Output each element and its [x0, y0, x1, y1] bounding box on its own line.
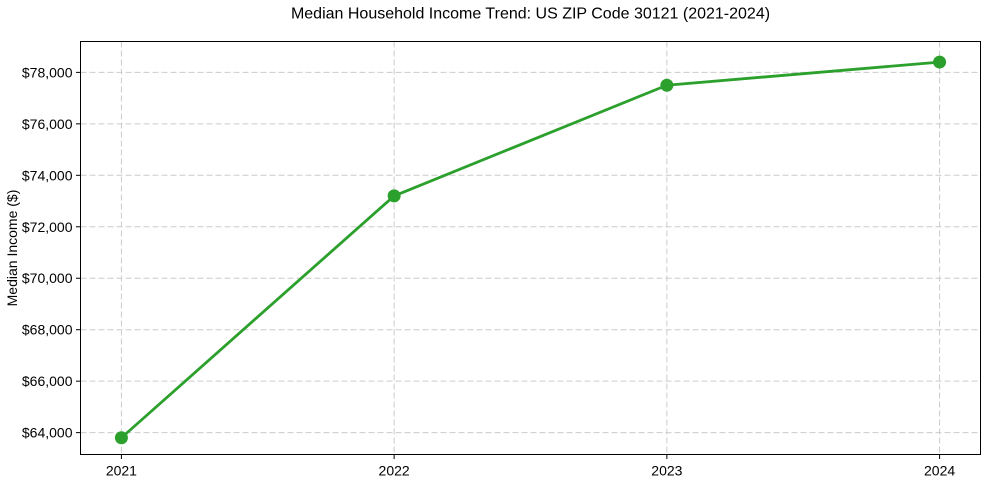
x-tick-label: 2023 — [651, 463, 682, 479]
x-tick-label: 2021 — [106, 463, 137, 479]
data-point — [660, 78, 674, 92]
data-point — [933, 55, 947, 69]
y-tick-label: $70,000 — [22, 270, 73, 286]
plot-border — [80, 41, 981, 455]
y-tick-label: $78,000 — [22, 64, 73, 80]
y-axis-title: Median Income ($) — [4, 190, 20, 307]
x-tick-label: 2022 — [379, 463, 410, 479]
income-trend-series — [114, 55, 947, 445]
y-tick-label: $68,000 — [22, 322, 73, 338]
y-tick-label: $76,000 — [22, 116, 73, 132]
y-tick-label: $66,000 — [22, 373, 73, 389]
data-point — [114, 431, 128, 445]
chart-title: Median Household Income Trend: US ZIP Co… — [291, 6, 770, 23]
grid-layer — [80, 41, 981, 455]
y-tick-label: $74,000 — [22, 167, 73, 183]
trend-line — [120, 60, 941, 440]
axis-layer: $64,000 $66,000 $68,000 $70,000 $72,000 $74,0… — [22, 41, 981, 479]
y-tick-label: $72,000 — [22, 219, 73, 235]
y-tick-label: $64,000 — [22, 425, 73, 441]
x-tick-label: 2024 — [924, 463, 955, 479]
data-point — [387, 189, 401, 203]
